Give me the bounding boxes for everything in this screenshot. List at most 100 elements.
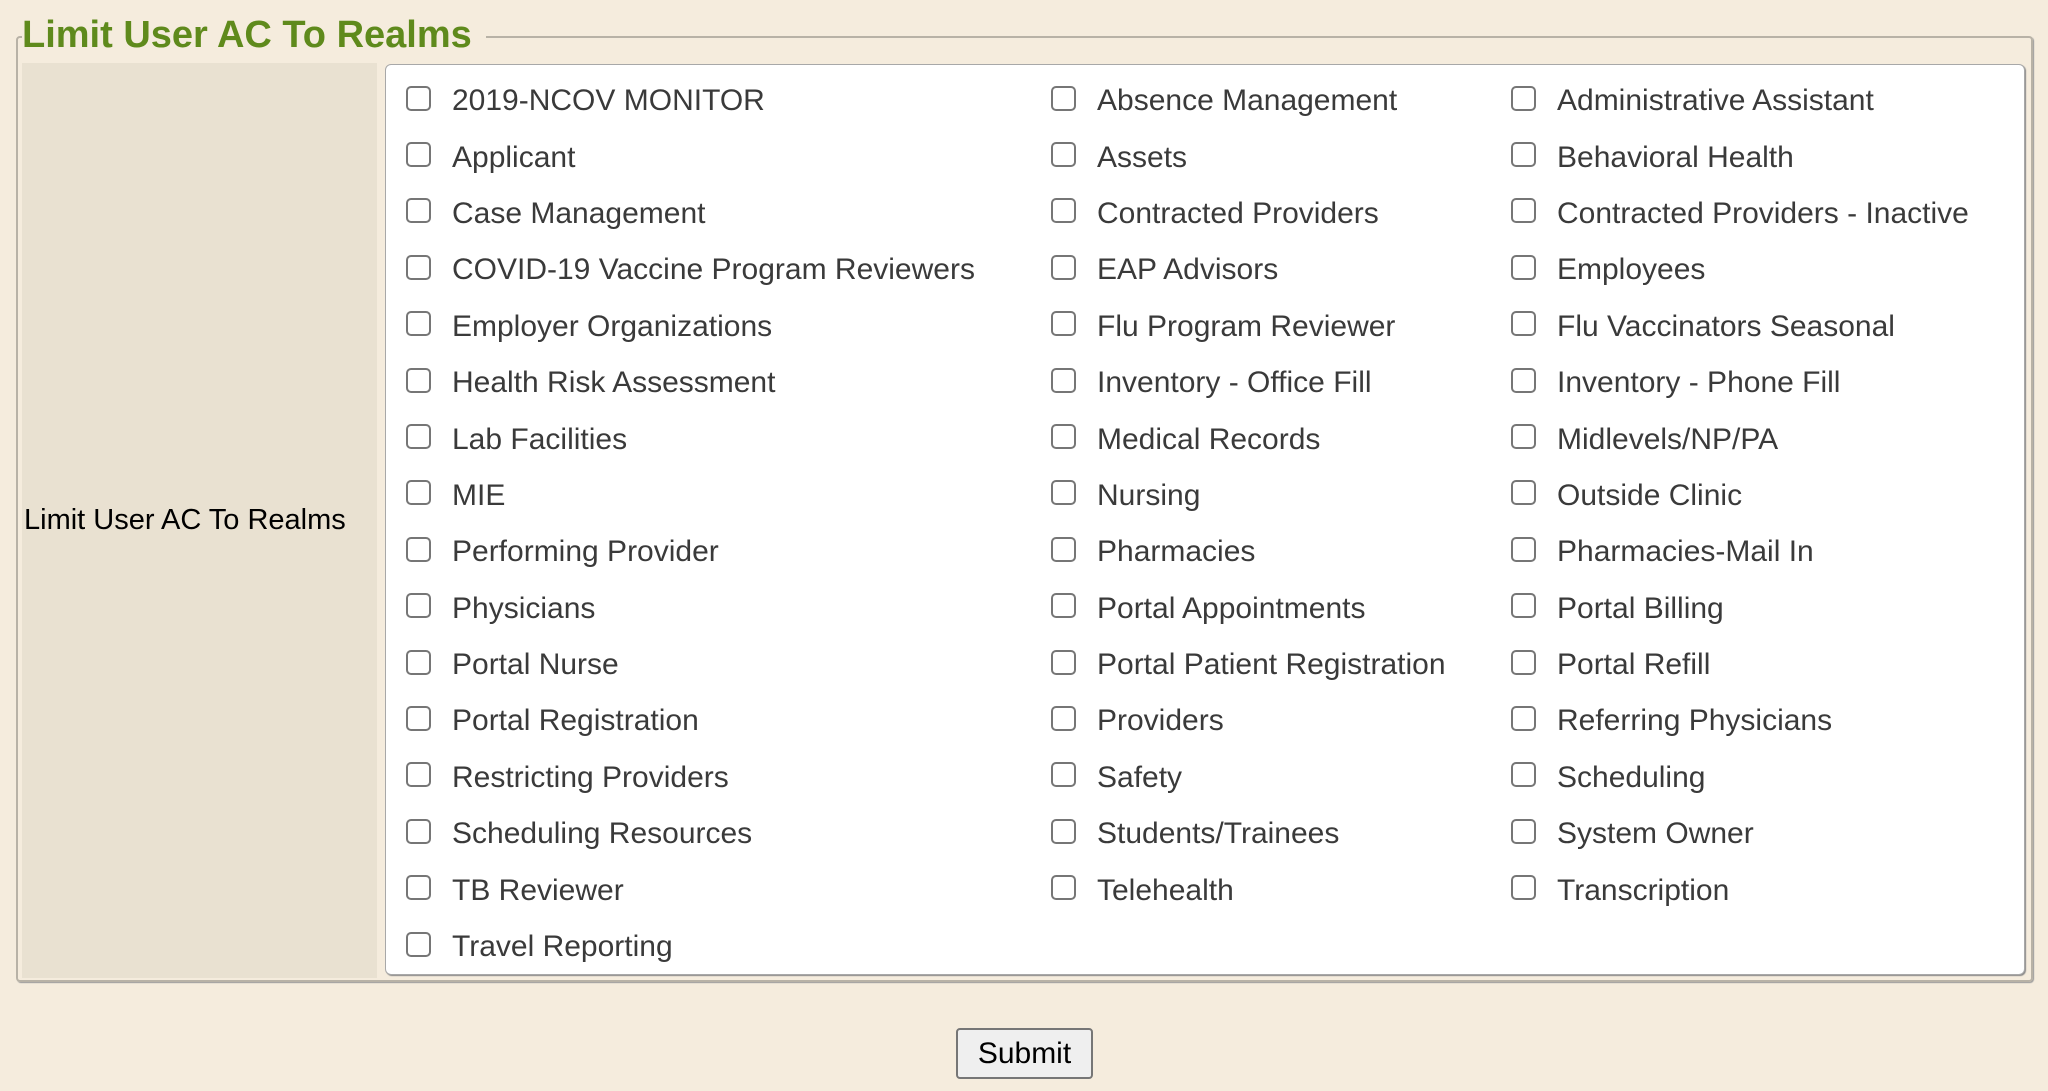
realm-option[interactable]: Portal Nurse	[406, 637, 1051, 693]
realm-option[interactable]: Portal Refill	[1511, 637, 2048, 693]
realm-label[interactable]: 2019-NCOV MONITOR	[452, 84, 765, 118]
realm-option[interactable]: Portal Registration	[406, 693, 1051, 749]
realm-option[interactable]: Medical Records	[1051, 411, 1511, 467]
realm-label[interactable]: Applicant	[452, 140, 576, 174]
realm-label[interactable]: Scheduling Resources	[452, 817, 753, 851]
realm-label[interactable]: Scheduling	[1557, 760, 1706, 794]
realm-option[interactable]: Assets	[1051, 129, 1511, 185]
realm-label[interactable]: Inventory - Office Fill	[1097, 366, 1372, 400]
realm-label[interactable]: Referring Physicians	[1557, 704, 1833, 738]
realm-label[interactable]: Assets	[1097, 140, 1188, 174]
realm-label[interactable]: Restricting Providers	[452, 760, 729, 794]
realm-checkbox[interactable]	[1511, 424, 1536, 450]
realm-option[interactable]: Students/Trainees	[1051, 806, 1511, 862]
realm-option[interactable]: EAP Advisors	[1051, 242, 1511, 298]
submit-button[interactable]: Submit	[956, 1028, 1093, 1079]
realm-checkbox[interactable]	[1511, 254, 1536, 280]
realm-checkbox[interactable]	[406, 875, 431, 901]
realm-option[interactable]: Physicians	[406, 581, 1051, 637]
realm-label[interactable]: Lab Facilities	[452, 422, 628, 456]
realm-option[interactable]: Applicant	[406, 129, 1051, 185]
realm-option[interactable]: Scheduling	[1511, 750, 2048, 806]
realm-label[interactable]: Employer Organizations	[452, 309, 773, 343]
realm-option[interactable]: Referring Physicians	[1511, 693, 2048, 749]
realm-label[interactable]: Medical Records	[1097, 422, 1321, 456]
realm-option[interactable]: Contracted Providers	[1051, 186, 1511, 242]
realm-label[interactable]: Travel Reporting	[452, 930, 673, 964]
realm-label[interactable]: Portal Appointments	[1097, 591, 1366, 625]
realm-checkbox[interactable]	[1511, 705, 1536, 731]
realm-option[interactable]: Providers	[1051, 693, 1511, 749]
realm-checkbox[interactable]	[1051, 85, 1076, 111]
realm-option[interactable]: Portal Patient Registration	[1051, 637, 1511, 693]
realm-checkbox[interactable]	[1051, 198, 1076, 224]
realm-checkbox[interactable]	[406, 142, 431, 168]
realm-checkbox[interactable]	[406, 367, 431, 393]
realm-checkbox[interactable]	[1051, 705, 1076, 731]
realm-label[interactable]: Physicians	[452, 591, 596, 625]
realm-checkbox[interactable]	[406, 311, 431, 337]
realm-checkbox[interactable]	[1511, 367, 1536, 393]
realm-checkbox[interactable]	[1051, 762, 1076, 788]
realm-checkbox[interactable]	[406, 762, 431, 788]
realm-option[interactable]: Outside Clinic	[1511, 468, 2048, 524]
realm-option[interactable]: 2019-NCOV MONITOR	[406, 73, 1051, 129]
realm-option[interactable]: Absence Management	[1051, 73, 1511, 129]
realm-label[interactable]: Inventory - Phone Fill	[1557, 366, 1841, 400]
realm-option[interactable]: Employees	[1511, 242, 2048, 298]
realm-checkbox[interactable]	[1051, 142, 1076, 168]
realm-checkbox[interactable]	[406, 536, 431, 562]
realm-label[interactable]: COVID-19 Vaccine Program Reviewers	[452, 253, 975, 287]
realm-option[interactable]: Lab Facilities	[406, 411, 1051, 467]
realm-option[interactable]: COVID-19 Vaccine Program Reviewers	[406, 242, 1051, 298]
realm-label[interactable]: Portal Nurse	[452, 648, 619, 682]
realm-label[interactable]: Contracted Providers	[1097, 196, 1379, 230]
realm-option[interactable]: Restricting Providers	[406, 750, 1051, 806]
realm-checkbox[interactable]	[406, 480, 431, 506]
realm-option[interactable]: Behavioral Health	[1511, 129, 2048, 185]
realm-option[interactable]: Telehealth	[1051, 862, 1511, 918]
realm-option[interactable]: Pharmacies-Mail In	[1511, 524, 2048, 580]
realm-label[interactable]: TB Reviewer	[452, 873, 624, 907]
realm-checkbox[interactable]	[406, 254, 431, 280]
realm-checkbox[interactable]	[406, 424, 431, 450]
realm-label[interactable]: Performing Provider	[452, 535, 719, 569]
realm-checkbox[interactable]	[1511, 818, 1536, 844]
realm-checkbox[interactable]	[406, 705, 431, 731]
realm-label[interactable]: Pharmacies	[1097, 535, 1256, 569]
realm-checkbox[interactable]	[1051, 424, 1076, 450]
realm-option[interactable]: Inventory - Office Fill	[1051, 355, 1511, 411]
realm-checkbox[interactable]	[1051, 818, 1076, 844]
realm-checkbox[interactable]	[1511, 875, 1536, 901]
realm-option[interactable]: Scheduling Resources	[406, 806, 1051, 862]
realm-option[interactable]: Flu Vaccinators Seasonal	[1511, 299, 2048, 355]
realm-option[interactable]: Travel Reporting	[406, 919, 1051, 975]
realm-label[interactable]: Flu Program Reviewer	[1097, 309, 1396, 343]
realm-checkbox[interactable]	[1511, 480, 1536, 506]
realm-label[interactable]: Contracted Providers - Inactive	[1557, 196, 1969, 230]
realm-label[interactable]: Telehealth	[1097, 873, 1234, 907]
realm-label[interactable]: Outside Clinic	[1557, 478, 1743, 512]
realm-option[interactable]: MIE	[406, 468, 1051, 524]
realm-checkbox[interactable]	[406, 85, 431, 111]
realm-option[interactable]: Flu Program Reviewer	[1051, 299, 1511, 355]
realm-checkbox[interactable]	[1051, 875, 1076, 901]
realm-checkbox[interactable]	[1511, 649, 1536, 675]
realm-label[interactable]: Portal Patient Registration	[1097, 648, 1446, 682]
realm-checkbox[interactable]	[1051, 480, 1076, 506]
realm-option[interactable]: Transcription	[1511, 862, 2048, 918]
realm-option[interactable]: Safety	[1051, 750, 1511, 806]
realm-checkbox[interactable]	[1051, 536, 1076, 562]
realm-option[interactable]: Midlevels/NP/PA	[1511, 411, 2048, 467]
realm-option[interactable]: Nursing	[1051, 468, 1511, 524]
realm-label[interactable]: Health Risk Assessment	[452, 366, 776, 400]
realm-option[interactable]: Administrative Assistant	[1511, 73, 2048, 129]
realm-checkbox[interactable]	[406, 649, 431, 675]
realm-checkbox[interactable]	[406, 818, 431, 844]
realm-checkbox[interactable]	[406, 593, 431, 619]
realm-option[interactable]: Health Risk Assessment	[406, 355, 1051, 411]
realm-label[interactable]: EAP Advisors	[1097, 253, 1279, 287]
realm-checkbox[interactable]	[1051, 367, 1076, 393]
realm-option[interactable]: Performing Provider	[406, 524, 1051, 580]
realm-label[interactable]: Pharmacies-Mail In	[1557, 535, 1814, 569]
